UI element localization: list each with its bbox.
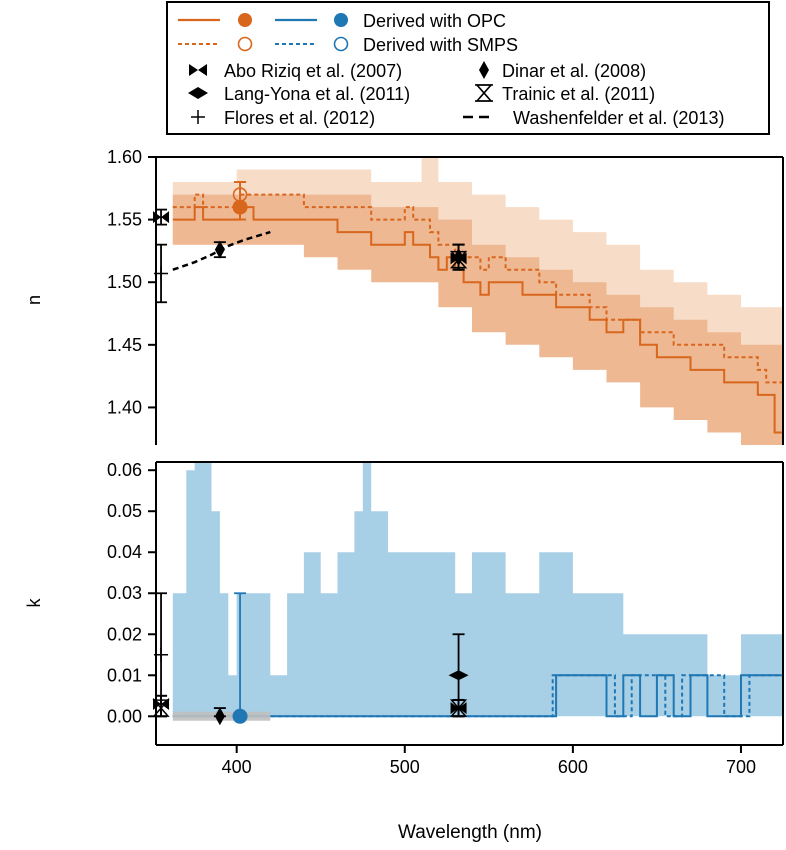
k-axis-label: k [24,598,44,608]
y-tick-label: 0.04 [107,542,142,562]
point-open-circle [232,181,248,221]
legend-flores-label: Flores et al. (2012) [224,108,375,128]
legend-abo-riziq-entry: Abo Riziq et al. (2007) [189,61,402,81]
n-points [153,181,468,304]
point-hourglass [449,698,468,718]
series-orange-dashed [172,193,783,384]
n-series [172,193,783,434]
y-tick-label: 0.05 [107,501,142,521]
legend-box [166,1,770,135]
x-tick-label: 400 [222,757,252,777]
legend-smps-orange-marker [237,36,253,52]
series-black-dashed [172,230,271,271]
legend-smps-label: Derived with SMPS [363,35,518,55]
series-orange-solid [172,206,783,434]
plus-icon [191,110,205,124]
series-blue-dashed [172,674,783,718]
x-tick-label: 600 [558,757,588,777]
y-tick-label: 0.02 [107,624,142,644]
legend-smps-entry: Derived with SMPS [178,35,518,55]
series-blue-solid [172,674,783,718]
legend: Derived with OPC Derived with SMPS Abo R… [166,1,770,135]
k-axes: 0.06 0.05 0.04 0.03 0.02 0.01 0.00 400 500 600 700 [107,460,784,777]
legend-smps-blue-marker [333,36,349,52]
y-tick-label: 1.40 [107,397,142,417]
y-tick-label: 1.55 [107,210,142,230]
y-tick-label: 1.60 [107,147,142,167]
legend-lang-yona-entry: Lang-Yona et al. (2011) [188,84,410,104]
n-uncertainty-bands [172,157,783,445]
legend-trainic-label: Trainic et al. (2011) [502,84,655,104]
point-hourglass [449,243,468,271]
y-tick-label: 0.00 [107,706,142,726]
legend-opc-label: Derived with OPC [363,11,506,31]
legend-flores-entry: Flores et al. (2012) [191,108,375,128]
legend-opc-orange-marker [238,13,252,27]
point-bowtie [153,208,170,226]
y-tick-label: 0.01 [107,665,142,685]
legend-dinar-entry: Dinar et al. (2008) [479,61,646,81]
legend-abo-riziq-label: Abo Riziq et al. (2007) [224,61,402,81]
k-points [152,592,469,726]
x-tick-label: 500 [390,757,420,777]
band-orange-dark [172,194,783,445]
x-tick-label: 700 [726,757,756,777]
point-filled-circle [232,592,248,724]
legend-washenfelder-label: Washenfelder et al. (2013) [513,108,724,128]
band-blue [172,462,783,717]
legend-dinar-label: Dinar et al. (2008) [502,61,646,81]
n-axes: 1.60 1.55 1.50 1.45 1.40 [107,147,784,445]
k-uncertainty-bands [172,462,783,717]
n-panel: 1.60 1.55 1.50 1.45 1.40 n [24,147,784,445]
x-axis-label: Wavelength (nm) [398,822,542,843]
n-axis-label: n [24,295,44,305]
k-panel: 0.06 0.05 0.04 0.03 0.02 0.01 0.00 400 500 600 700… [24,460,784,843]
y-tick-label: 1.45 [107,335,142,355]
y-tick-label: 0.03 [107,583,142,603]
point-diamond [213,240,226,259]
y-tick-label: 0.06 [107,460,142,480]
legend-opc-entry: Derived with OPC [178,11,506,31]
horizontal-diamond-icon [188,87,208,99]
legend-opc-blue-marker [334,13,348,27]
legend-washenfelder-entry: Washenfelder et al. (2013) [463,108,724,128]
diamond-icon [479,61,489,79]
point-diamond [213,707,226,726]
bowtie-icon [189,64,207,76]
y-tick-label: 1.50 [107,272,142,292]
legend-trainic-entry: Trainic et al. (2011) [475,84,655,104]
legend-lang-yona-label: Lang-Yona et al. (2011) [224,84,410,104]
